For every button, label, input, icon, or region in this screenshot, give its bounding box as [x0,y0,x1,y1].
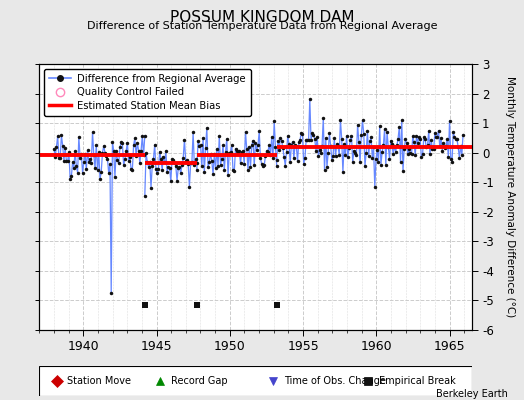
Text: Empirical Break: Empirical Break [379,376,455,386]
Y-axis label: Monthly Temperature Anomaly Difference (°C): Monthly Temperature Anomaly Difference (… [505,76,515,318]
Text: Berkeley Earth: Berkeley Earth [436,389,508,399]
Text: POSSUM KINGDOM DAM: POSSUM KINGDOM DAM [170,10,354,25]
FancyBboxPatch shape [39,366,472,396]
Text: Time of Obs. Change: Time of Obs. Change [283,376,386,386]
Text: Difference of Station Temperature Data from Regional Average: Difference of Station Temperature Data f… [87,21,437,31]
Legend: Difference from Regional Average, Quality Control Failed, Estimated Station Mean: Difference from Regional Average, Qualit… [45,69,251,116]
Text: Station Move: Station Move [68,376,132,386]
Text: Record Gap: Record Gap [171,376,228,386]
